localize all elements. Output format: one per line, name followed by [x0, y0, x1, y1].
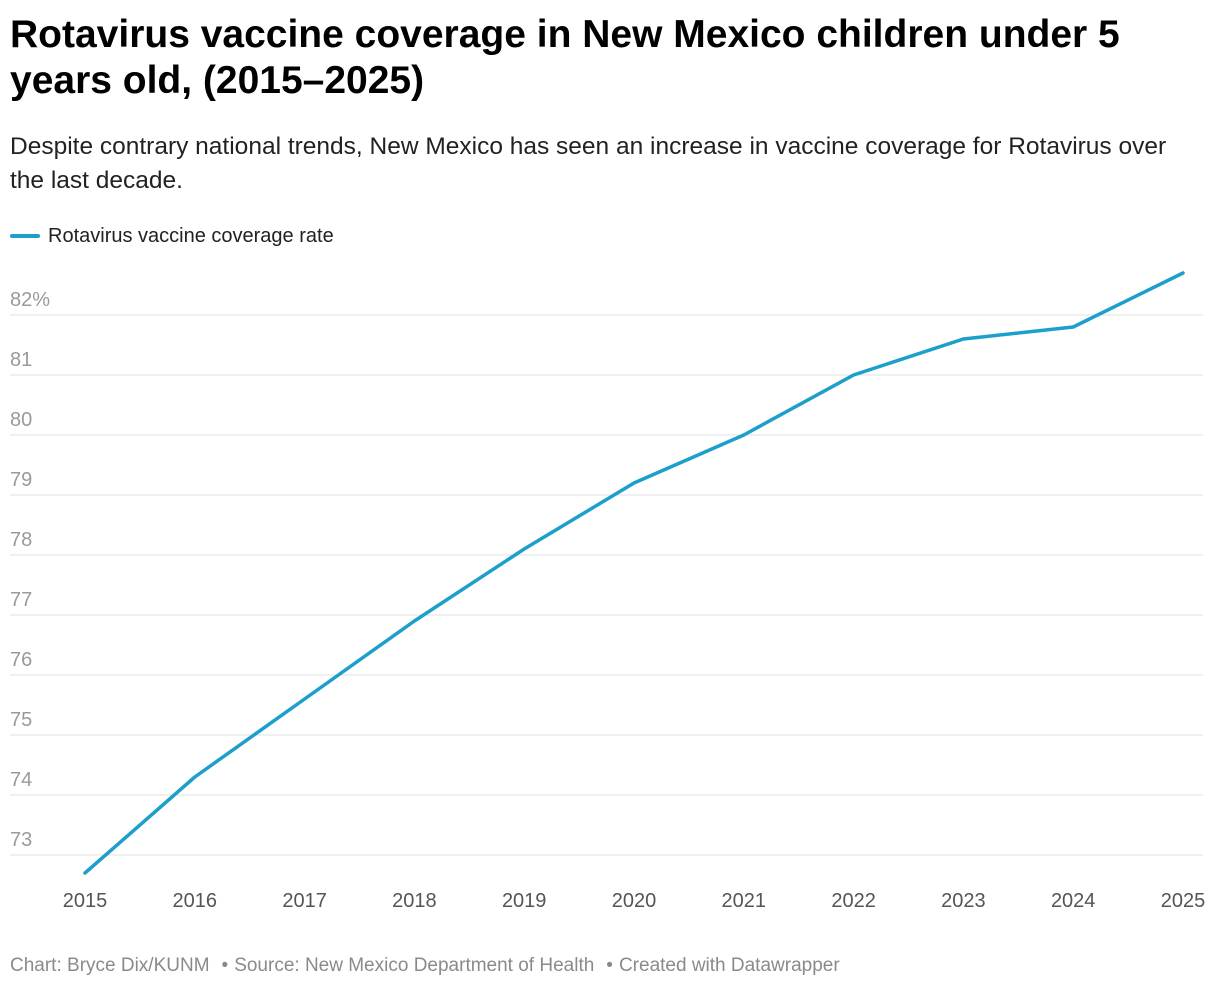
chart-title: Rotavirus vaccine coverage in New Mexico… — [10, 13, 1120, 102]
x-tick-label: 2024 — [1051, 890, 1096, 912]
y-axis-labels: 73 74 75 76 77 78 79 80 81 82% — [10, 289, 50, 851]
series-line — [83, 271, 1185, 875]
footer-created-with: Created with Datawrapper — [618, 955, 840, 976]
legend-swatch — [10, 234, 40, 238]
x-axis-labels: 2015 2016 2017 2018 2019 2020 2021 2022 2023 2024… — [63, 890, 1206, 912]
footer-source: Source: New Mexico Department of Health — [234, 955, 595, 976]
y-tick-label: 79 — [10, 469, 32, 491]
series-lines — [83, 271, 1185, 875]
grid-lines — [10, 314, 1203, 856]
footer-separator: • — [221, 955, 229, 976]
y-tick-label: 76 — [10, 649, 32, 671]
y-tick-label: 81 — [10, 349, 32, 371]
y-tick-label: 73 — [10, 829, 32, 851]
x-tick-label: 2016 — [173, 890, 218, 912]
y-tick-label: 78 — [10, 529, 32, 551]
legend: Rotavirus vaccine coverage rate — [10, 222, 334, 250]
x-tick-label: 2022 — [831, 890, 876, 912]
x-tick-label: 2023 — [941, 890, 986, 912]
y-tick-label: 77 — [10, 589, 32, 611]
y-tick-label: 74 — [10, 769, 32, 791]
x-tick-label: 2025 — [1161, 890, 1206, 912]
footer-separator: • — [606, 955, 613, 976]
y-tick-label: 82% — [10, 289, 50, 311]
y-tick-label: 75 — [10, 709, 32, 731]
x-tick-label: 2015 — [63, 890, 108, 912]
y-tick-label: 80 — [10, 409, 32, 431]
legend-label: Rotavirus vaccine coverage rate — [48, 224, 334, 247]
chart-footer: Chart: Bryce Dix/KUNM • Source: New Mexico… — [10, 955, 840, 977]
x-tick-label: 2019 — [502, 890, 547, 912]
x-tick-label: 2017 — [282, 890, 327, 912]
footer-credit: Chart: Bryce Dix/KUNM — [10, 955, 210, 976]
x-tick-label: 2020 — [612, 890, 657, 912]
chart-subtitle: Despite contrary national trends, New Me… — [10, 133, 1167, 194]
x-tick-label: 2021 — [722, 890, 767, 912]
x-tick-label: 2018 — [392, 890, 437, 912]
